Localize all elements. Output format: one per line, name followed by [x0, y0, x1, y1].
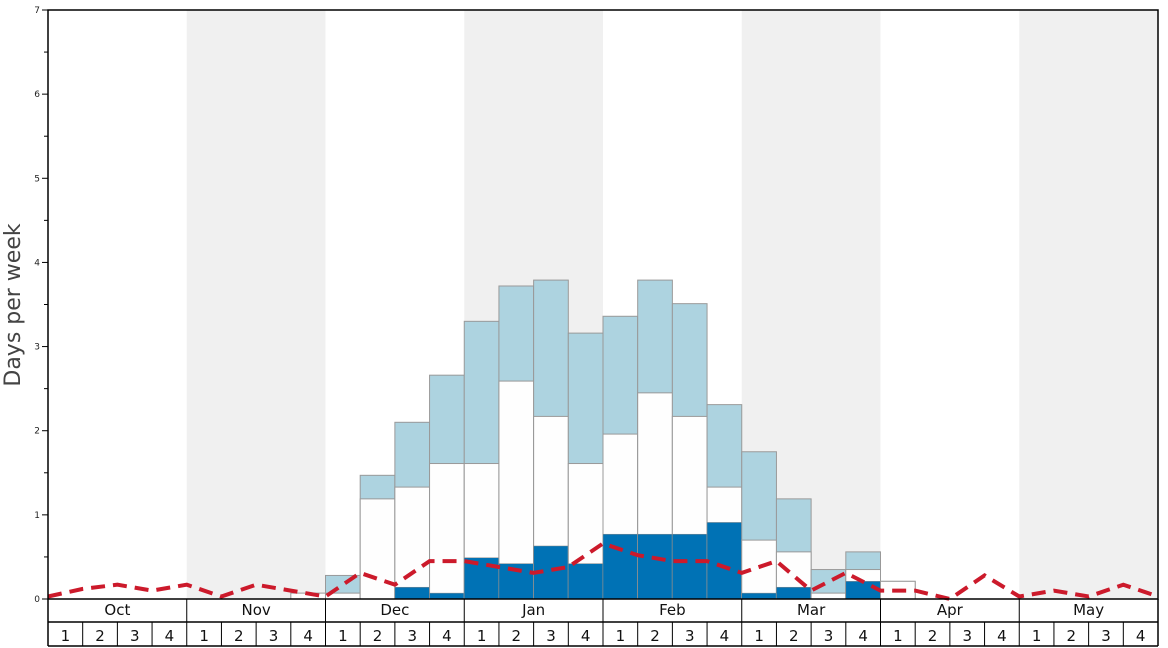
week-label-jan-2: 2 — [512, 627, 522, 645]
week-label-feb-4: 4 — [720, 627, 730, 645]
dashed-line — [47, 541, 1159, 602]
bars-group — [290, 279, 916, 600]
month-shade-may — [1019, 10, 1158, 599]
y-tick-label-3: 3 — [34, 343, 40, 353]
week-label-jan-1: 1 — [477, 627, 487, 645]
week-label-apr-2: 2 — [928, 627, 938, 645]
week-label-nov-2: 2 — [234, 627, 244, 645]
y-axis: 0 1 2 3 4 5 6 7 — [34, 6, 48, 605]
bar-dark-18 — [672, 533, 708, 600]
week-label-jan-3: 3 — [546, 627, 556, 645]
week-label-dec-1: 1 — [338, 627, 348, 645]
week-label-nov-4: 4 — [303, 627, 313, 645]
bar-dark-17 — [637, 533, 673, 600]
bar-dark-10 — [394, 586, 430, 600]
y-tick-label-4: 4 — [34, 258, 40, 268]
week-label-mar-2: 2 — [789, 627, 799, 645]
week-label-feb-1: 1 — [616, 627, 626, 645]
week-label-may-4: 4 — [1136, 627, 1146, 645]
week-label-dec-3: 3 — [407, 627, 417, 645]
y-tick-label-5: 5 — [34, 174, 40, 184]
y-tick-label-7: 7 — [34, 6, 40, 16]
bar-dark-20 — [741, 592, 777, 600]
bar-dark-15 — [568, 563, 604, 600]
week-label-feb-3: 3 — [685, 627, 695, 645]
bar-dark-13 — [498, 563, 534, 600]
week-label-dec-4: 4 — [442, 627, 452, 645]
week-label-may-3: 3 — [1101, 627, 1111, 645]
week-label-oct-1: 1 — [61, 627, 71, 645]
y-tick-label-0: 0 — [34, 595, 40, 605]
week-label-feb-2: 2 — [650, 627, 660, 645]
week-label-may-2: 2 — [1067, 627, 1077, 645]
week-label-mar-3: 3 — [824, 627, 834, 645]
x-axis: Oct 1 2 3 4 Nov 1 2 3 4 Dec 1 2 3 4 Jan 1 2 3 4 Feb 1 2 3 4 Mar 1 2… — [47, 599, 1159, 647]
week-label-may-1: 1 — [1032, 627, 1042, 645]
bar-white-10 — [394, 486, 431, 600]
week-label-apr-4: 4 — [997, 627, 1007, 645]
week-label-oct-4: 4 — [165, 627, 175, 645]
week-label-nov-1: 1 — [199, 627, 209, 645]
bar-dark-19 — [706, 522, 742, 600]
week-label-mar-4: 4 — [858, 627, 868, 645]
month-label-feb: Feb — [659, 601, 686, 619]
y-tick-label-1: 1 — [34, 511, 40, 521]
month-label-oct: Oct — [104, 601, 130, 619]
week-label-nov-3: 3 — [269, 627, 279, 645]
bar-dark-21 — [776, 586, 812, 600]
y-tick-label-6: 6 — [34, 90, 40, 100]
week-label-apr-3: 3 — [962, 627, 972, 645]
bar-dark-11 — [429, 592, 465, 600]
week-label-apr-1: 1 — [893, 627, 903, 645]
bar-white-13 — [498, 380, 535, 600]
week-label-oct-3: 3 — [130, 627, 140, 645]
y-tick-label-2: 2 — [34, 427, 40, 437]
week-label-jan-4: 4 — [581, 627, 591, 645]
dashed-line-group — [47, 541, 1159, 602]
week-label-mar-1: 1 — [754, 627, 764, 645]
month-label-jan: Jan — [521, 601, 545, 619]
month-shade-nov — [186, 10, 326, 599]
month-label-dec: Dec — [380, 601, 409, 619]
bar-dark-16 — [602, 533, 638, 600]
bar-white-22 — [810, 592, 847, 600]
week-label-dec-2: 2 — [373, 627, 383, 645]
month-label-nov: Nov — [241, 601, 270, 619]
bar-white-11 — [429, 463, 465, 600]
month-label-may: May — [1073, 601, 1104, 619]
y-axis-label: Days per week — [1, 223, 26, 386]
month-label-mar: Mar — [797, 601, 826, 619]
month-label-apr: Apr — [937, 601, 964, 619]
week-label-oct-2: 2 — [95, 627, 105, 645]
